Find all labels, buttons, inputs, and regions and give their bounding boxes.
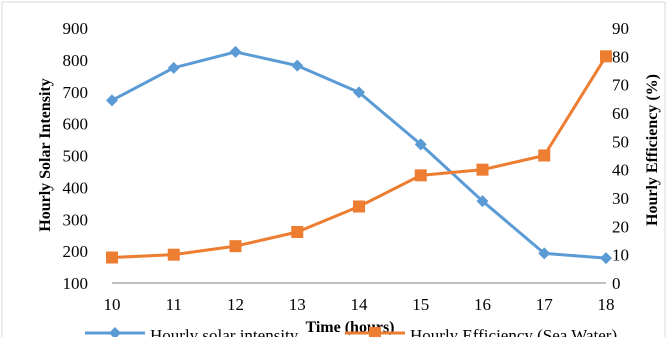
y2-tick-labels: 0 10 20 30 40 50 60 70 80 90	[612, 19, 629, 293]
x-tick-label: 14	[351, 295, 369, 314]
y2-tick-label: 40	[612, 161, 629, 180]
y2-tick-label: 20	[612, 217, 629, 236]
x-tick-label: 12	[227, 295, 244, 314]
y2-tick-label: 80	[612, 47, 629, 66]
data-point	[106, 94, 118, 107]
y-tick-label: 900	[63, 19, 89, 38]
legend-item-1: Hourly solar intensity	[85, 326, 299, 337]
y-tick-label: 500	[63, 147, 89, 166]
series-1	[106, 45, 612, 265]
data-point	[291, 226, 304, 238]
y-tick-label: 800	[63, 51, 89, 70]
legend-label: Hourly solar intensity	[150, 326, 299, 337]
data-point	[600, 50, 612, 63]
data-point	[353, 86, 365, 99]
y2-tick-label: 50	[612, 132, 629, 151]
data-point	[167, 248, 180, 261]
data-point	[600, 252, 612, 265]
x-tick-label: 10	[104, 295, 121, 314]
x-tick-label: 17	[536, 295, 554, 314]
y2-tick-label: 60	[612, 104, 629, 123]
y2-tick-label: 10	[612, 246, 629, 265]
data-point	[476, 163, 489, 176]
data-point	[167, 61, 180, 74]
data-point	[291, 59, 304, 72]
data-point	[414, 138, 427, 151]
y-tick-label: 200	[63, 242, 89, 261]
data-point	[538, 149, 551, 162]
data-point	[414, 169, 427, 182]
series-layer	[106, 45, 612, 265]
data-point	[109, 327, 121, 337]
legend-label: Hourly Efficiency (Sea Water)	[410, 326, 617, 337]
data-point	[353, 200, 365, 213]
x-tick-label: 11	[166, 295, 182, 314]
y-tick-label: 300	[63, 210, 89, 229]
data-point	[538, 247, 551, 260]
data-point	[229, 240, 242, 253]
y2-tick-label: 30	[612, 189, 629, 208]
series-2	[106, 50, 612, 264]
data-point	[229, 45, 242, 58]
y2-tick-label: 90	[612, 19, 629, 38]
x-tick-label: 13	[289, 295, 306, 314]
y2-tick-label: 0	[612, 274, 621, 293]
y-tick-label: 700	[63, 83, 89, 102]
y-tick-label: 400	[63, 178, 89, 197]
x-tick-label: 16	[474, 295, 491, 314]
y-axis-title: Hourly Solar Intensity	[37, 78, 54, 232]
y-tick-label: 600	[63, 115, 89, 134]
x-tick-labels: 10 11 12 13 14 15 16 17 18	[104, 295, 615, 314]
y2-axis-title: Hourly Efficiency (%)	[644, 74, 661, 226]
x-tick-label: 18	[598, 295, 615, 314]
data-point	[106, 251, 118, 264]
data-point	[476, 195, 489, 208]
y-tick-label: 100	[63, 274, 89, 293]
legend-item-2: Hourly Efficiency (Sea Water)	[345, 326, 617, 337]
x-tick-label: 15	[412, 295, 429, 314]
data-point	[369, 327, 381, 337]
legend: Hourly solar intensity Hourly Efficiency …	[85, 326, 617, 337]
series-line	[111, 50, 607, 260]
y-tick-labels: 100 200 300 400 500 600 700 800 900	[63, 19, 89, 293]
y2-tick-label: 70	[612, 76, 629, 95]
